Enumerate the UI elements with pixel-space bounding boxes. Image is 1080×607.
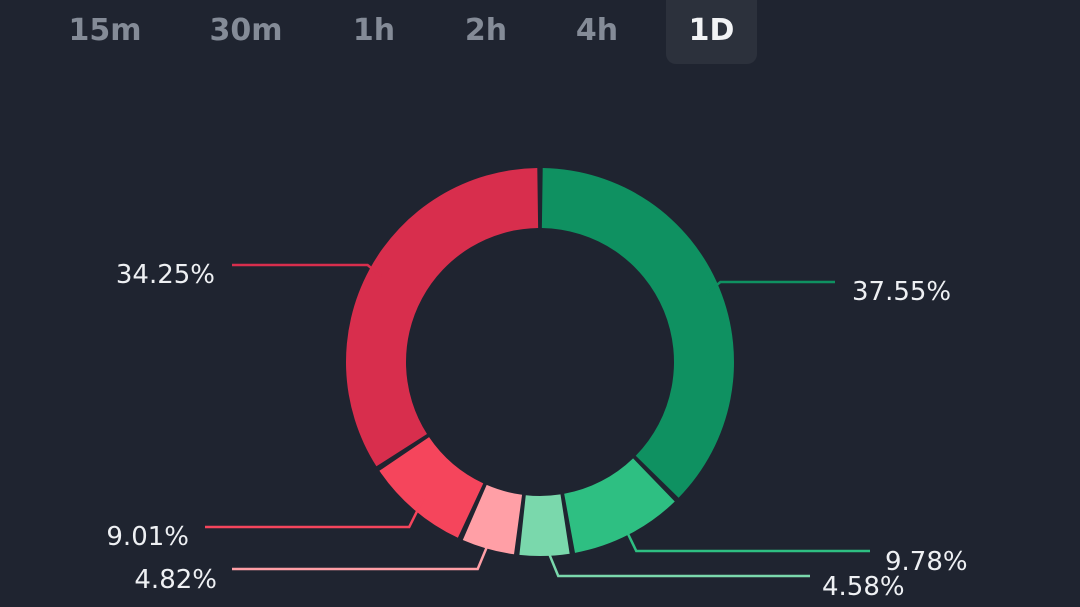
slice-label-3: 4.82% <box>134 565 217 595</box>
donut-slice-3[interactable] <box>462 484 523 555</box>
slice-labels: 37.55% 9.78%4.58% 4.82% 9.01% 34.25% <box>106 260 967 602</box>
slice-label-4: 9.01% <box>106 522 189 552</box>
leader-lines <box>205 263 870 578</box>
leader-line-3 <box>232 534 493 571</box>
slice-label-0: 37.55% <box>852 277 951 307</box>
leader-line-4 <box>205 498 425 529</box>
donut-slice-2[interactable] <box>519 494 570 556</box>
donut-slice-4[interactable] <box>379 437 484 538</box>
slice-label-5: 34.25% <box>116 260 215 290</box>
tab-1h[interactable]: 1h <box>352 13 396 48</box>
timeframe-tabs: 15m 30m 1h 2h 4h 1D <box>0 0 1080 66</box>
donut-slice-0[interactable] <box>541 168 734 498</box>
leader-line-0 <box>705 280 835 295</box>
donut-slice-1[interactable] <box>564 458 675 553</box>
tab-1d[interactable]: 1D <box>666 0 757 64</box>
slice-label-1: 9.78% <box>885 547 968 577</box>
leader-line-5 <box>232 263 383 278</box>
leader-line-2 <box>543 541 810 578</box>
tab-15m[interactable]: 15m <box>68 13 142 48</box>
slice-label-2: 4.58% <box>822 572 905 602</box>
tab-2h[interactable]: 2h <box>464 13 508 48</box>
leader-line-1 <box>621 521 870 553</box>
donut-slices <box>345 168 734 556</box>
tab-30m[interactable]: 30m <box>209 13 283 48</box>
donut-slice-5[interactable] <box>345 168 539 467</box>
tab-4h[interactable]: 4h <box>575 13 619 48</box>
